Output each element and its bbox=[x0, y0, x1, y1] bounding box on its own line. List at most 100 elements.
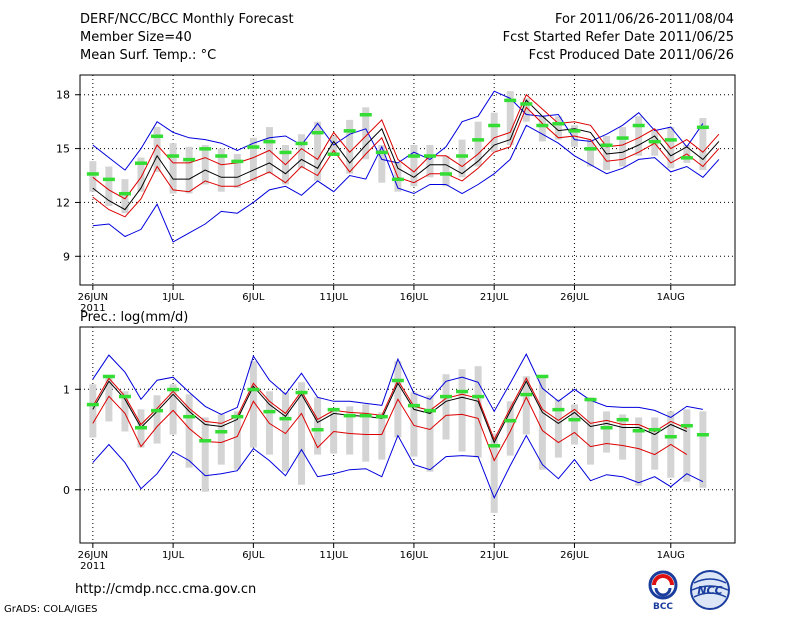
p1-bar-6 bbox=[185, 394, 193, 468]
p0-observed-24 bbox=[472, 138, 485, 142]
p0-observed-27 bbox=[520, 102, 533, 106]
p0-bar-25 bbox=[490, 112, 498, 153]
p0-xtick-label-0: 26JUN bbox=[78, 292, 108, 303]
p0-observed-17 bbox=[359, 112, 372, 117]
p0-year-label: 2011 bbox=[80, 303, 105, 314]
p1-bar-35 bbox=[651, 417, 659, 470]
p0-bar-0 bbox=[89, 161, 97, 192]
refer-date-label: Fcst Started Refer Date 2011/06/25 bbox=[502, 30, 734, 45]
grads-credit: GrADS: COLA/IGES bbox=[4, 604, 98, 615]
p0-observed-28 bbox=[536, 123, 549, 128]
p0-ytick-label-3: 18 bbox=[56, 89, 70, 102]
p0-bar-9 bbox=[233, 153, 241, 189]
p0-bar-22 bbox=[442, 155, 450, 187]
p1-observed-2 bbox=[118, 394, 131, 399]
bcc-logo: BCC bbox=[648, 570, 678, 611]
p0-bar-21 bbox=[426, 145, 434, 178]
p0-bar-14 bbox=[314, 121, 322, 181]
p1-bar-34 bbox=[635, 417, 643, 486]
p1-observed-38 bbox=[696, 432, 709, 437]
p1-bar-22 bbox=[442, 374, 450, 440]
p1-observed-37 bbox=[680, 423, 693, 428]
p0-observed-1 bbox=[102, 177, 115, 182]
p0-bar-26 bbox=[506, 91, 514, 145]
p1-ytick-label-0: 0 bbox=[63, 484, 70, 497]
p0-observed-3 bbox=[135, 161, 148, 165]
p0-observed-29 bbox=[552, 121, 565, 126]
p0-observed-21 bbox=[423, 154, 436, 158]
p1-observed-33 bbox=[616, 417, 629, 422]
p1-xtick-label-4: 16JUL bbox=[400, 550, 429, 561]
p1-observed-30 bbox=[568, 417, 581, 422]
p0-bar-36 bbox=[667, 127, 675, 169]
p1-observed-17 bbox=[359, 413, 372, 418]
p1-observed-8 bbox=[215, 429, 228, 434]
p1-bar-1 bbox=[105, 377, 113, 422]
p0-observed-26 bbox=[504, 98, 517, 103]
p1-xtick-label-2: 6JUL bbox=[242, 550, 265, 561]
p0-xtick-label-3: 11JUL bbox=[319, 292, 348, 303]
p0-observed-14 bbox=[311, 130, 324, 135]
p0-observed-34 bbox=[632, 123, 645, 128]
p0-observed-16 bbox=[343, 129, 356, 133]
p1-observed-25 bbox=[488, 444, 501, 448]
p1-bar-12 bbox=[281, 392, 289, 472]
p1-observed-15 bbox=[327, 407, 340, 412]
p0-bar-6 bbox=[185, 146, 193, 194]
p0-observed-20 bbox=[407, 154, 420, 158]
p1-bar-14 bbox=[314, 397, 322, 455]
p0-observed-15 bbox=[327, 152, 340, 156]
p1-bar-10 bbox=[249, 361, 257, 448]
p0-bar-20 bbox=[410, 145, 418, 187]
p1-bar-21 bbox=[426, 395, 434, 472]
p1-line-upper bbox=[92, 353, 703, 418]
p0-bar-16 bbox=[346, 119, 354, 174]
p0-bar-17 bbox=[362, 107, 370, 160]
p0-observed-0 bbox=[86, 172, 99, 176]
p1-observed-22 bbox=[440, 394, 453, 399]
p0-bar-2 bbox=[121, 179, 129, 214]
p1-bar-13 bbox=[298, 382, 306, 485]
p1-observed-26 bbox=[504, 418, 517, 423]
p0-observed-23 bbox=[456, 154, 469, 158]
p0-observed-22 bbox=[440, 172, 453, 176]
p0-frame bbox=[79, 74, 736, 286]
p0-bar-34 bbox=[635, 116, 643, 156]
p1-bar-25 bbox=[490, 433, 498, 513]
p1-xtick-label-6: 26JUL bbox=[560, 550, 589, 561]
p0-bar-31 bbox=[587, 139, 595, 167]
p1-xtick-label-3: 11JUL bbox=[319, 550, 348, 561]
p1-observed-14 bbox=[311, 427, 324, 432]
p0-observed-9 bbox=[231, 159, 244, 164]
p0-bar-28 bbox=[538, 116, 546, 142]
p1-line-upper_red bbox=[92, 377, 688, 441]
p0-observed-2 bbox=[118, 191, 131, 196]
p0-bar-18 bbox=[378, 145, 386, 183]
produced-date-label: Fcst Produced Date 2011/06/26 bbox=[528, 48, 734, 63]
p1-observed-21 bbox=[423, 408, 436, 413]
p1-bar-28 bbox=[538, 377, 546, 470]
p1-bar-2 bbox=[121, 391, 129, 432]
p1-bar-16 bbox=[346, 406, 354, 455]
p0-observed-4 bbox=[151, 134, 164, 139]
p1-observed-35 bbox=[648, 427, 661, 432]
p0-observed-5 bbox=[167, 154, 180, 158]
p0-observed-31 bbox=[584, 147, 597, 151]
p0-bar-8 bbox=[217, 148, 225, 192]
p0-bar-32 bbox=[603, 136, 611, 171]
p1-bar-38 bbox=[699, 411, 707, 488]
p0-bar-3 bbox=[137, 157, 145, 192]
p0-observed-6 bbox=[183, 157, 196, 162]
p0-bar-1 bbox=[105, 166, 113, 207]
p1-line-mean bbox=[92, 380, 688, 444]
p1-bar-5 bbox=[169, 384, 177, 435]
p0-observed-19 bbox=[391, 177, 404, 182]
p1-observed-10 bbox=[247, 387, 260, 392]
p0-bar-23 bbox=[458, 139, 466, 178]
p1-line-lower_red bbox=[92, 395, 688, 462]
p0-ytick-label-2: 15 bbox=[56, 143, 70, 156]
p1-year-label: 2011 bbox=[80, 561, 105, 572]
p0-observed-25 bbox=[488, 123, 501, 128]
p0-xtick-label-4: 16JUL bbox=[400, 292, 429, 303]
source-url[interactable]: http://cmdp.ncc.cma.gov.cn bbox=[75, 582, 257, 597]
